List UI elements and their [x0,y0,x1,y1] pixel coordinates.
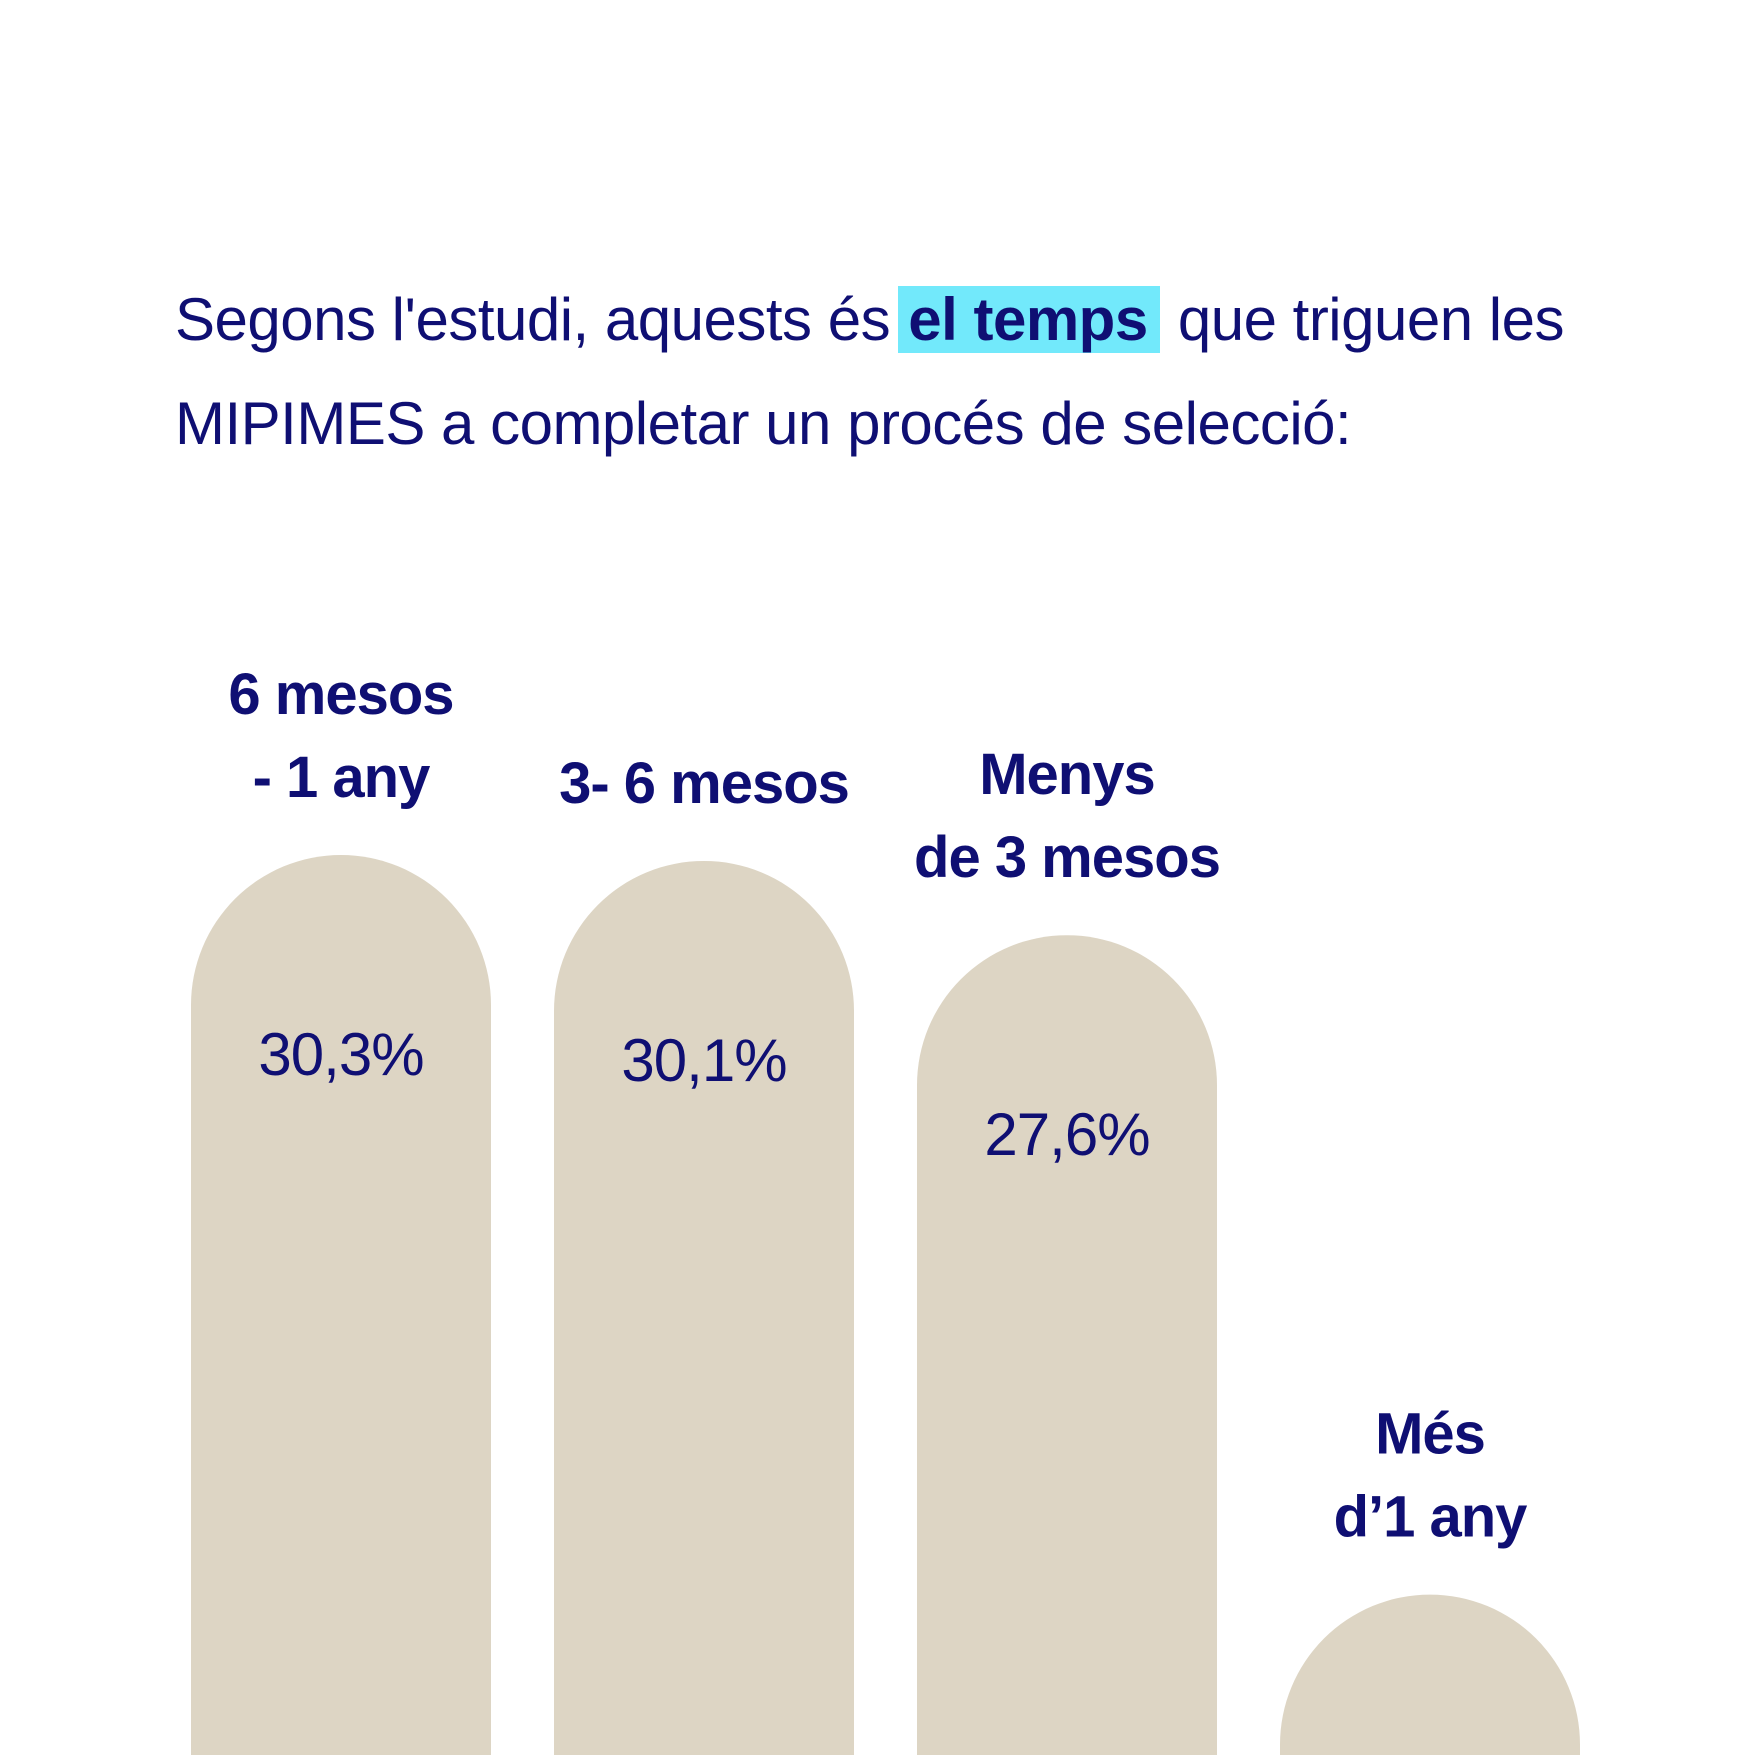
headline-text-before: Segons l'estudi, aquests és [175,286,907,353]
category-label-1-line-1: 6 mesos [228,662,453,727]
bar-3 [917,935,1217,1755]
value-label-1: 30,3% [258,1021,423,1088]
category-label-4-line-1: Més [1375,1402,1485,1467]
value-label-2: 30,1% [621,1027,786,1094]
value-label-3: 27,6% [984,1101,1149,1168]
category-label-2-line-1: 3- 6 mesos [559,751,849,816]
bar-4 [1280,1594,1580,1755]
headline-highlight: el temps [898,286,1160,353]
headline-text-after: que triguen les MIPIMES a completar un p… [175,286,1564,457]
category-label-1-line-2: - 1 any [253,745,430,810]
category-label-4-line-2: d’1 any [1334,1485,1528,1550]
bar-1 [191,855,491,1755]
bar-2 [554,860,855,1755]
headline: Segons l'estudi, aquests és el temps que… [175,268,1625,476]
category-label-3-line-2: de 3 mesos [914,825,1220,890]
category-label-3-line-1: Menys [979,742,1155,807]
